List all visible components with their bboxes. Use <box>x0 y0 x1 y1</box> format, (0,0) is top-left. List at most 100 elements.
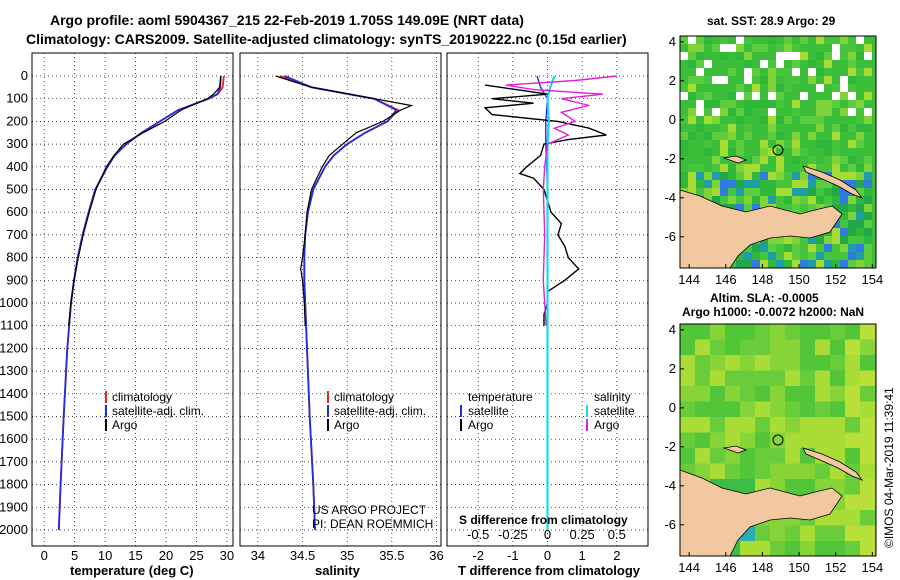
sst-map-cell <box>712 76 720 84</box>
sst-map-cell <box>744 188 752 196</box>
sst-map-cell <box>840 92 848 100</box>
sst-map-cell <box>680 84 688 92</box>
sst-map-cell <box>696 172 704 180</box>
sst-map-cell <box>800 180 808 188</box>
sst-map-cell <box>776 252 784 260</box>
sst-map-cell <box>728 172 736 180</box>
legend-swatch-climatology <box>105 391 107 403</box>
sst-map-cell <box>824 164 832 172</box>
sla-map-cell <box>680 355 695 371</box>
sst-map-cell <box>704 36 712 44</box>
sst-map-cell <box>800 236 808 244</box>
sst-map-cell <box>816 260 824 268</box>
sst-map-cell <box>856 124 864 132</box>
sla-map-cell <box>755 339 770 355</box>
sst-map-cell <box>680 52 688 60</box>
sst-map-cell <box>696 108 704 116</box>
sst-map-cell <box>768 124 776 132</box>
sla-map-cell <box>830 417 845 433</box>
sst-map-cell <box>856 220 864 228</box>
sst-map-cell <box>808 188 816 196</box>
sla-map-xtick-label: 152 <box>825 560 847 575</box>
sla-map-cell <box>710 324 725 340</box>
sst-map-cell <box>800 252 808 260</box>
sst-map-cell <box>856 116 864 124</box>
sst-map-cell <box>832 156 840 164</box>
sla-map-cell <box>740 339 755 355</box>
sst-map-cell <box>744 204 752 212</box>
sla-map-cell <box>815 541 830 557</box>
sst-map-cell <box>848 228 856 236</box>
sla-map-cell <box>725 355 740 371</box>
sst-map-cell <box>816 252 824 260</box>
sst-map-cell <box>784 260 792 268</box>
sst-map-cell <box>848 244 856 252</box>
sst-map-cell <box>808 116 816 124</box>
sst-map-cell <box>864 44 872 52</box>
sla-map-cell <box>725 324 740 340</box>
sst-map-cell <box>840 108 848 116</box>
sst-map-cell <box>784 76 792 84</box>
sst-map-cell <box>792 172 800 180</box>
sst-map-cell <box>744 60 752 68</box>
sst-map-cell <box>744 36 752 44</box>
sst-map-cell <box>848 204 856 212</box>
sla-map-cell <box>815 525 830 541</box>
sst-map-cell <box>736 260 744 268</box>
sst-map-cell <box>840 244 848 252</box>
depth-tick-label: 600 <box>6 204 28 219</box>
sst-map-cell <box>816 108 824 116</box>
sla-map-cell <box>860 463 875 479</box>
sla-map-cell <box>815 370 830 386</box>
legend-swatch-argo <box>105 419 107 431</box>
sla-map-cell <box>815 355 830 371</box>
s-difference-tick-label: 0.5 <box>608 527 626 542</box>
sst-map-cell <box>808 68 816 76</box>
sst-map-cell <box>720 140 728 148</box>
sst-map-cell <box>816 52 824 60</box>
sst-map-cell <box>752 172 760 180</box>
sla-map-cell <box>695 401 710 417</box>
sst-map-cell <box>752 68 760 76</box>
sst-map-cell <box>792 60 800 68</box>
sst-map-cell <box>832 204 840 212</box>
s-difference-tick-label: -0.25 <box>498 527 528 542</box>
sst-map-cell <box>824 100 832 108</box>
sst-map-cell <box>840 44 848 52</box>
sla-map-cell <box>845 386 860 402</box>
sst-map-cell <box>768 76 776 84</box>
sst-map-cell <box>848 92 856 100</box>
sst-map-cell <box>736 188 744 196</box>
sst-map-cell <box>856 180 864 188</box>
sst-map-cell <box>848 108 856 116</box>
temperature-tick-label: 0 <box>41 548 48 563</box>
sst-map-cell <box>768 84 776 92</box>
sst-map-cell <box>832 244 840 252</box>
sla-map-cell <box>740 432 755 448</box>
sla-map-cell <box>695 448 710 464</box>
sst-map-cell <box>744 164 752 172</box>
sst-map-cell <box>776 100 784 108</box>
salinity-tick-label: 34 <box>251 548 265 563</box>
sst-map-cell <box>856 140 864 148</box>
sla-map-cell <box>860 401 875 417</box>
sst-map-cell <box>848 220 856 228</box>
sst-map-cell <box>808 252 816 260</box>
sst-map-cell <box>864 236 872 244</box>
legend-swatch-s-argo <box>586 419 588 431</box>
sst-map-cell <box>856 108 864 116</box>
sla-map-cell <box>785 324 800 340</box>
sla-map-cell <box>845 510 860 526</box>
sst-map-cell <box>728 68 736 76</box>
sst-map-cell <box>784 196 792 204</box>
sla-map-cell <box>680 401 695 417</box>
sst-map-cell <box>808 76 816 84</box>
sla-map-ytick-label: 4 <box>669 322 676 337</box>
sst-map-cell <box>848 68 856 76</box>
sst-map-cell <box>856 68 864 76</box>
sst-map-cell <box>816 100 824 108</box>
sst-map-cell <box>864 188 872 196</box>
legend-swatch-argo <box>327 419 329 431</box>
salinity-legend: climatology satellite-adj. clim. Argo <box>327 390 426 432</box>
sst-map-cell <box>864 220 872 228</box>
